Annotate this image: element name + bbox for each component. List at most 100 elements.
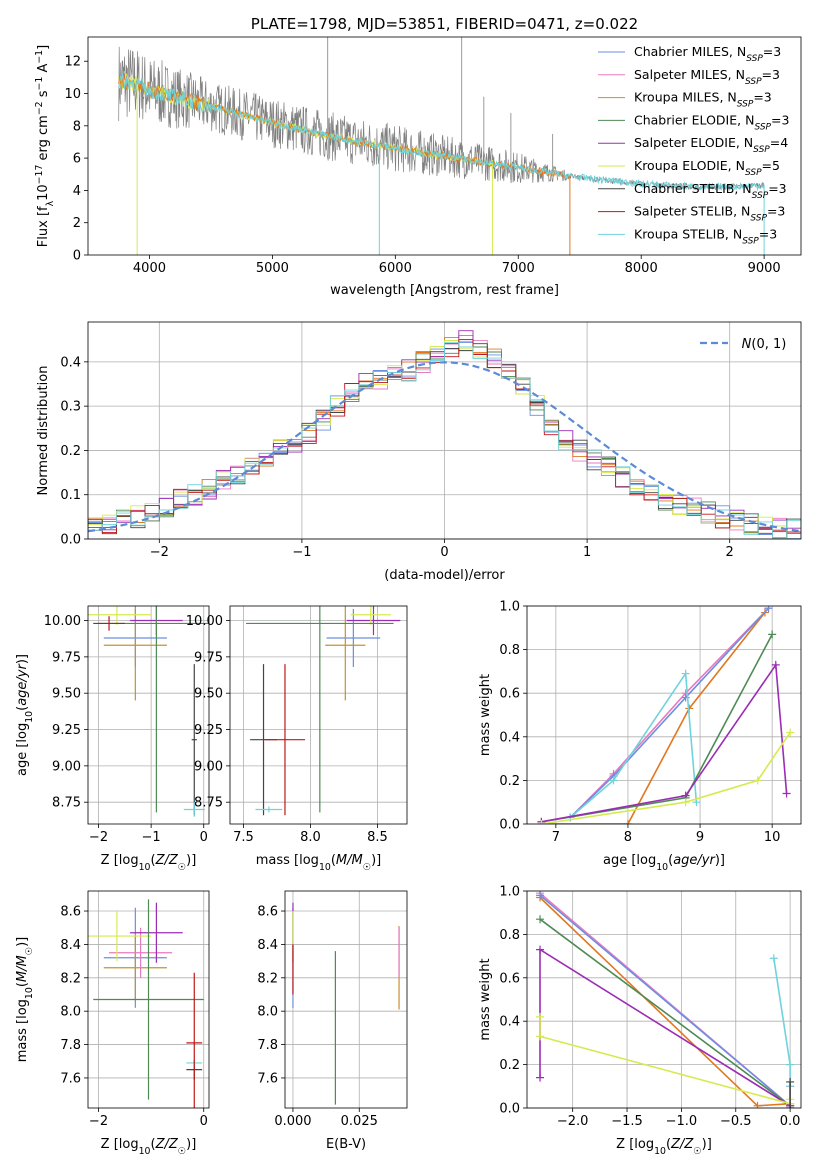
z_mass-ytick-label: 8.4 — [60, 938, 81, 953]
z_age-ylabel-part: age/yr — [15, 662, 30, 705]
residual-histogram-kroupa_stelib — [88, 342, 801, 539]
z_age-xlabel-part: ( — [151, 853, 156, 868]
z_age-xlabel-part: )] — [186, 853, 196, 868]
age_weight-xtick-label: 8 — [624, 830, 632, 845]
spectrum-xtick-label: 7000 — [502, 261, 535, 276]
z_mass-ylabel-part: )] — [15, 937, 30, 947]
residuals-axes: −2 −1 0 1 2 0.0 0.1 0.2 0.3 0.4 — [60, 322, 801, 560]
mass_age-xlabel-part: M/M — [336, 853, 363, 868]
mass_age-xtick-label: 8.0 — [300, 830, 321, 845]
mass_age-xlabel-part: ( — [331, 853, 336, 868]
z_mass-xtick-label: −2 — [89, 1114, 108, 1129]
mass_age-ytick-label: 8.75 — [194, 796, 223, 811]
ebv_mass-ytick-label: 7.8 — [257, 1038, 278, 1053]
z_age-ylabel-part: 10 — [24, 711, 35, 723]
z_weight-xtick-label: 0.0 — [780, 1114, 801, 1129]
spectrum-frame — [87, 36, 802, 256]
z_weight-line-chabrier_miles — [539, 894, 791, 1107]
legend-label-kroupa_elodie-part: SSP — [745, 168, 762, 178]
spectrum-ylabel-part: ] — [36, 45, 51, 50]
spectrum-ylabel-part: Flux [f — [36, 206, 51, 247]
legend-label-kroupa_elodie: Kroupa ELODIE, NSSP=5 — [634, 158, 780, 178]
residuals-ylabel: Normed distribution — [36, 366, 51, 496]
spectrum-title: PLATE=1798, MJD=53851, FIBERID=0471, z=0… — [251, 15, 638, 33]
age_weight-xlabel: age [log10(age/yr)] — [603, 853, 725, 873]
spectrum-ylabel-part: 10 — [36, 184, 51, 201]
legend-label-chabrier_elodie: Chabrier ELODIE, NSSP=3 — [634, 112, 789, 132]
z_age-ylabel: age [log10(age/yr)] — [15, 654, 35, 776]
z_age-ytick-label: 9.00 — [52, 759, 81, 774]
legend-label-kroupa_elodie-part: Kroupa ELODIE, N — [634, 158, 745, 173]
legend-label-salpeter_elodie-part: =4 — [770, 135, 788, 150]
legend-label-chabrier_stelib-part: =3 — [768, 181, 786, 196]
z_mass-xlabel-part: Z [log — [101, 1137, 139, 1152]
z_weight-frame — [526, 890, 802, 1109]
z_weight-marker-chabrier_miles — [536, 891, 545, 900]
age_weight-xlabel-part: ( — [668, 853, 673, 868]
legend-label-chabrier_stelib: Chabrier STELIB, NSSP=3 — [634, 181, 787, 201]
legend-label-chabrier_miles: Chabrier MILES, NSSP=3 — [634, 44, 781, 64]
age_weight-line-salpeter_elodie — [541, 662, 788, 823]
legend-label-kroupa_miles-part: SSP — [737, 100, 754, 110]
legend-label-salpeter_stelib-part: Salpeter STELIB, N — [634, 204, 750, 219]
residuals-xtick-label: 2 — [726, 545, 734, 560]
age_weight-marker-kroupa_stelib — [681, 669, 690, 678]
legend-label-salpeter_miles-part: SSP — [745, 77, 762, 87]
age_weight-xtick-label: 10 — [764, 830, 781, 845]
z_weight-marker-kroupa_stelib — [769, 954, 778, 963]
age_weight-marker-kroupa_elodie — [681, 798, 690, 807]
legend-label-salpeter_stelib-part: SSP — [750, 214, 767, 224]
mass_age-ytick-label: 10.00 — [186, 614, 223, 629]
ebv_mass-xtick-label: 0.000 — [274, 1114, 311, 1129]
spectrum-xtick-label: 8000 — [625, 261, 658, 276]
z_weight-ytick-label: 1.0 — [499, 885, 520, 900]
ebv_mass-ytick-label: 8.6 — [257, 905, 278, 920]
z_weight-xtick-label: −1.0 — [666, 1114, 698, 1129]
z_mass-plot — [88, 899, 204, 1108]
age_weight-line-kroupa_stelib — [569, 671, 698, 819]
age_weight-ytick-label: 0.4 — [499, 730, 520, 745]
mass_age-ytick-label: 9.50 — [194, 687, 223, 702]
z_weight-xtick-label: −0.5 — [720, 1114, 752, 1129]
z_mass-xlabel-part: ☉ — [178, 1146, 186, 1157]
mass_age-frame — [229, 605, 408, 825]
z_weight-marker-kroupa_stelib — [786, 1060, 795, 1069]
z_weight-marker-chabrier_stelib — [786, 1077, 795, 1086]
age_weight-marker-chabrier_miles — [764, 606, 773, 613]
z_weight-xtick-label: −2.0 — [557, 1114, 589, 1129]
residuals-plot — [88, 330, 801, 539]
residuals-xtick-label: −1 — [292, 545, 311, 560]
ebv_mass-xlabel-part: E(B-V) — [326, 1137, 366, 1152]
z_age-xtick-label: −2 — [89, 830, 108, 845]
spectrum-ytick-label: 4 — [73, 184, 81, 199]
spectrum-ylabel-part: −2 — [34, 101, 45, 115]
spectrum-ylabel-part: s — [36, 90, 51, 101]
z_weight-ylabel: mass weight — [478, 958, 493, 1040]
spectrum-ylabel-part: erg cm — [36, 115, 51, 164]
age_weight-ytick-label: 0.6 — [499, 687, 520, 702]
spectrum-xtick-label: 5000 — [256, 261, 289, 276]
z_weight-xlabel-part: ( — [666, 1137, 671, 1152]
age_weight-xlabel-part: 10 — [656, 862, 668, 873]
z_mass-ylabel-part: ☉ — [24, 947, 35, 955]
z_mass-ytick-label: 8.2 — [60, 971, 81, 986]
legend-label-salpeter_elodie-part: Salpeter ELODIE, N — [634, 135, 753, 150]
legend-label-chabrier_stelib-part: Chabrier STELIB, N — [634, 181, 752, 196]
mass_age-xlabel-part: mass [log — [256, 853, 319, 868]
ebv_mass-ytick-label: 8.2 — [257, 971, 278, 986]
age_weight-xlabel-part: age [log — [603, 853, 656, 868]
z_mass-ylabel-part: ( — [15, 982, 30, 987]
ebv_mass-axes: 0.000 0.025 7.6 7.8 8.0 8.2 8.4 8.6 — [257, 891, 407, 1129]
z_mass-ylabel: mass [log10(M/M☉)] — [15, 937, 35, 1063]
spectrum-plot — [118, 37, 765, 255]
legend-label-chabrier_miles-part: Chabrier MILES, N — [634, 44, 746, 59]
z_weight-ytick-label: 0.2 — [499, 1058, 520, 1073]
legend-label-chabrier_elodie-part: Chabrier ELODIE, N — [634, 112, 754, 127]
mass_age-axes: 7.5 8.0 8.5 8.75 9.00 9.25 9.50 9.75 10.00 — [186, 606, 407, 845]
mass_age-ytick-label: 9.25 — [194, 723, 223, 738]
mass_age-xlabel-part: ☉ — [363, 862, 371, 873]
z_age-ytick-label: 9.50 — [52, 687, 81, 702]
spectrum-ytick-label: 2 — [73, 216, 81, 231]
z_age-xtick-label: 0 — [200, 830, 208, 845]
age_weight-marker-chabrier_elodie — [768, 630, 777, 639]
